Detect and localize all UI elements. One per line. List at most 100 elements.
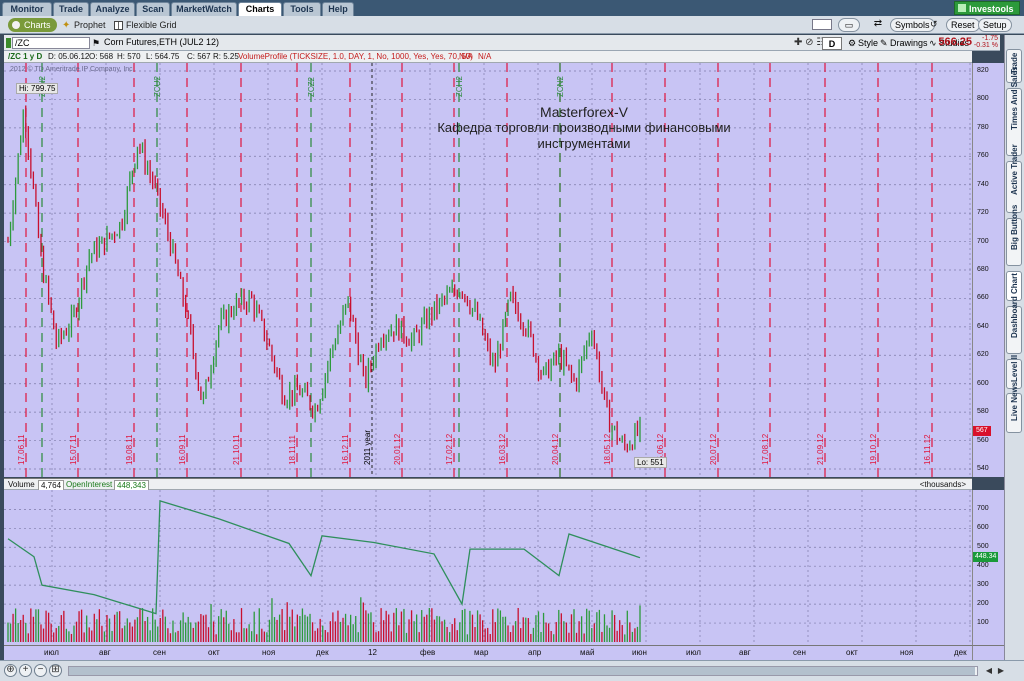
drawings-button[interactable]: ✎ Drawings <box>879 37 931 50</box>
expiration-date-label: 18.05.12 <box>603 433 612 465</box>
symbol-lookup-icon[interactable]: ⚑ <box>92 38 101 48</box>
tab-analyze[interactable]: Analyze <box>90 2 135 16</box>
tab-marketwatch[interactable]: MarketWatch <box>171 2 237 16</box>
rail-tab-dashboard[interactable]: Dashboard <box>1006 296 1022 354</box>
time-axis-label: дек <box>954 648 967 657</box>
expiration-date-label: 17.06.11 <box>17 434 26 465</box>
expiration-date-label: 17.02.12 <box>445 433 454 465</box>
units-label: <thousands> <box>919 480 966 489</box>
crosshair-icon[interactable]: ✚ ⊘ ☷ <box>794 37 826 48</box>
low-label: Lo: 551 <box>634 457 667 468</box>
charts-subtab-label: Charts <box>24 20 51 30</box>
time-axis-label: июл <box>686 648 701 657</box>
scroll-thumb[interactable] <box>69 667 975 675</box>
time-axis[interactable]: июл авг сен окт ноя дек 12 фев мар апр май июн июл ав… <box>4 645 972 660</box>
aggregation-button[interactable]: D <box>822 37 842 50</box>
tab-monitor[interactable]: Monitor <box>2 2 52 16</box>
time-axis-label: апр <box>528 648 542 657</box>
symbols-button[interactable]: Symbols <box>890 18 935 32</box>
flexible-grid-subtab[interactable]: Flexible Grid <box>114 18 177 32</box>
time-axis-label: окт <box>208 648 220 657</box>
volume-axis-label: 300 <box>977 581 989 589</box>
volume-axis[interactable]: 700 600 500 400 300 200 100 448.34 <box>972 490 1004 645</box>
watermark-text: Masterforex-V Кафедра торговли производн… <box>404 104 764 152</box>
time-axis-label: мар <box>474 648 489 657</box>
price-chart-panel[interactable]: 17.06.11 15.07.11 19.08.11 16.09.11 21.10.11… <box>4 63 972 477</box>
setup-button[interactable]: Setup <box>978 18 1012 32</box>
tab-help[interactable]: Help <box>322 2 354 16</box>
studies-button[interactable]: ∿ Studies <box>928 37 972 50</box>
scroll-track[interactable] <box>68 666 978 676</box>
rail-tab-active-trader[interactable]: Active Trader <box>1006 144 1022 213</box>
high-label: Hi: 799.75 <box>16 83 59 94</box>
price-axis-label: 680 <box>977 266 989 273</box>
charts-icon <box>12 21 20 29</box>
open-interest-line <box>7 499 641 615</box>
grid-toggle-button[interactable]: ▭ <box>838 18 860 32</box>
scroll-left-icon[interactable]: ◀ <box>985 666 993 675</box>
volume-panel[interactable] <box>4 490 972 645</box>
layout-box[interactable] <box>812 19 832 30</box>
investools-button[interactable]: Investools <box>954 1 1020 15</box>
studies-icon: ∿ <box>929 38 937 48</box>
link-toggle-icon[interactable]: ⇄ <box>873 18 883 29</box>
expiration-date-label: 21.10.11 <box>232 434 241 465</box>
price-axis-label: 780 <box>977 123 989 131</box>
rail-tab-times-label: Times And Sales <box>1010 66 1019 130</box>
rail-tab-big-label: Big Buttons <box>1010 204 1019 250</box>
tab-charts[interactable]: Charts <box>238 2 282 16</box>
symbol-input[interactable] <box>12 37 90 49</box>
rail-tab-live-news[interactable]: Live News <box>1006 382 1022 433</box>
time-axis-label: фев <box>420 648 436 657</box>
scroll-right-icon[interactable]: ▶ <box>997 666 1005 675</box>
change-value: -1.75 <box>982 35 998 42</box>
chart-toolbar: ⚑ Corn Futures,ETH (JUL2 12) ✚ ⊘ ☷ D ⚙ S… <box>4 35 1000 51</box>
time-axis-label: июн <box>632 648 647 657</box>
chart-info-bar: /ZC 1 y D D: 05.06.12 O: 568 H: 570 L: 5… <box>4 51 972 63</box>
prophet-subtab[interactable]: ✦ Prophet <box>62 18 106 32</box>
zoom-reset-icon[interactable]: ⊕ <box>4 664 17 677</box>
volume-header: Volume 4,764 OpenInterest 448,343 <thous… <box>4 478 972 491</box>
watermark-line-1: Masterforex-V <box>540 104 628 120</box>
style-label: Style <box>858 38 879 48</box>
brand-label: Investools <box>969 4 1014 14</box>
zoom-fit-icon[interactable]: ⊞ <box>49 664 62 677</box>
style-button[interactable]: ⚙ Style <box>847 37 881 50</box>
expiration-date-label: 19.08.11 <box>125 434 134 465</box>
zoom-in-icon[interactable]: + <box>19 664 32 677</box>
rail-tab-chart[interactable]: Chart <box>1006 271 1022 301</box>
reset-button[interactable]: Reset <box>946 18 980 32</box>
tab-scan[interactable]: Scan <box>136 2 170 16</box>
volume-axis-label: 500 <box>977 543 989 551</box>
expiration-date-label: 17.08.12 <box>761 433 770 465</box>
volume-axis-label: 700 <box>977 505 989 513</box>
time-axis-label: авг <box>739 648 751 657</box>
zoom-out-icon[interactable]: − <box>34 664 47 677</box>
charts-subtab[interactable]: Charts <box>8 18 57 32</box>
price-axis[interactable]: 820 800 780 760 740 720 700 680 660 640 620 600 580 5… <box>972 63 1004 477</box>
rail-tab-level-ii[interactable]: Level II <box>1006 355 1022 389</box>
rollover-label: ZCU2 <box>153 76 162 97</box>
rail-tab-chart-label: Chart <box>1010 273 1019 294</box>
expiration-date-label: 18.11.11 <box>288 434 297 465</box>
drawings-icon: ✎ <box>880 38 888 48</box>
expiration-date-label: 16.12.11 <box>341 434 350 465</box>
bar-date: D: 05.06.12 <box>48 52 90 61</box>
rollover-label: ZCZ2 <box>307 76 316 97</box>
expiration-date-label: 16.09.11 <box>178 434 187 465</box>
volume-axis-label: 200 <box>977 600 989 608</box>
rail-tab-big-buttons[interactable]: Big Buttons <box>1006 204 1022 266</box>
tab-trade[interactable]: Trade <box>53 2 89 16</box>
time-axis-label: дек <box>316 648 329 657</box>
time-scrollbar: ⊕ + − ⊞ ◀ ▶ <box>0 660 1024 681</box>
rail-tab-trade[interactable]: Trade <box>1006 49 1022 83</box>
tab-tools[interactable]: Tools <box>283 2 321 16</box>
volume-profile-study[interactable]: VolumeProfile (TICKSIZE, 1.0, DAY, 1, No… <box>238 52 473 61</box>
price-axis-label: 600 <box>977 379 989 387</box>
price-axis-label: 760 <box>977 152 989 160</box>
rail-tab-times-and-sales[interactable]: Times And Sales <box>1006 66 1022 156</box>
chart-label[interactable]: /ZC 1 y D <box>8 52 43 61</box>
time-axis-label: май <box>580 648 595 657</box>
time-axis-label: окт <box>846 648 858 657</box>
year-label: 2011 year <box>363 430 372 465</box>
